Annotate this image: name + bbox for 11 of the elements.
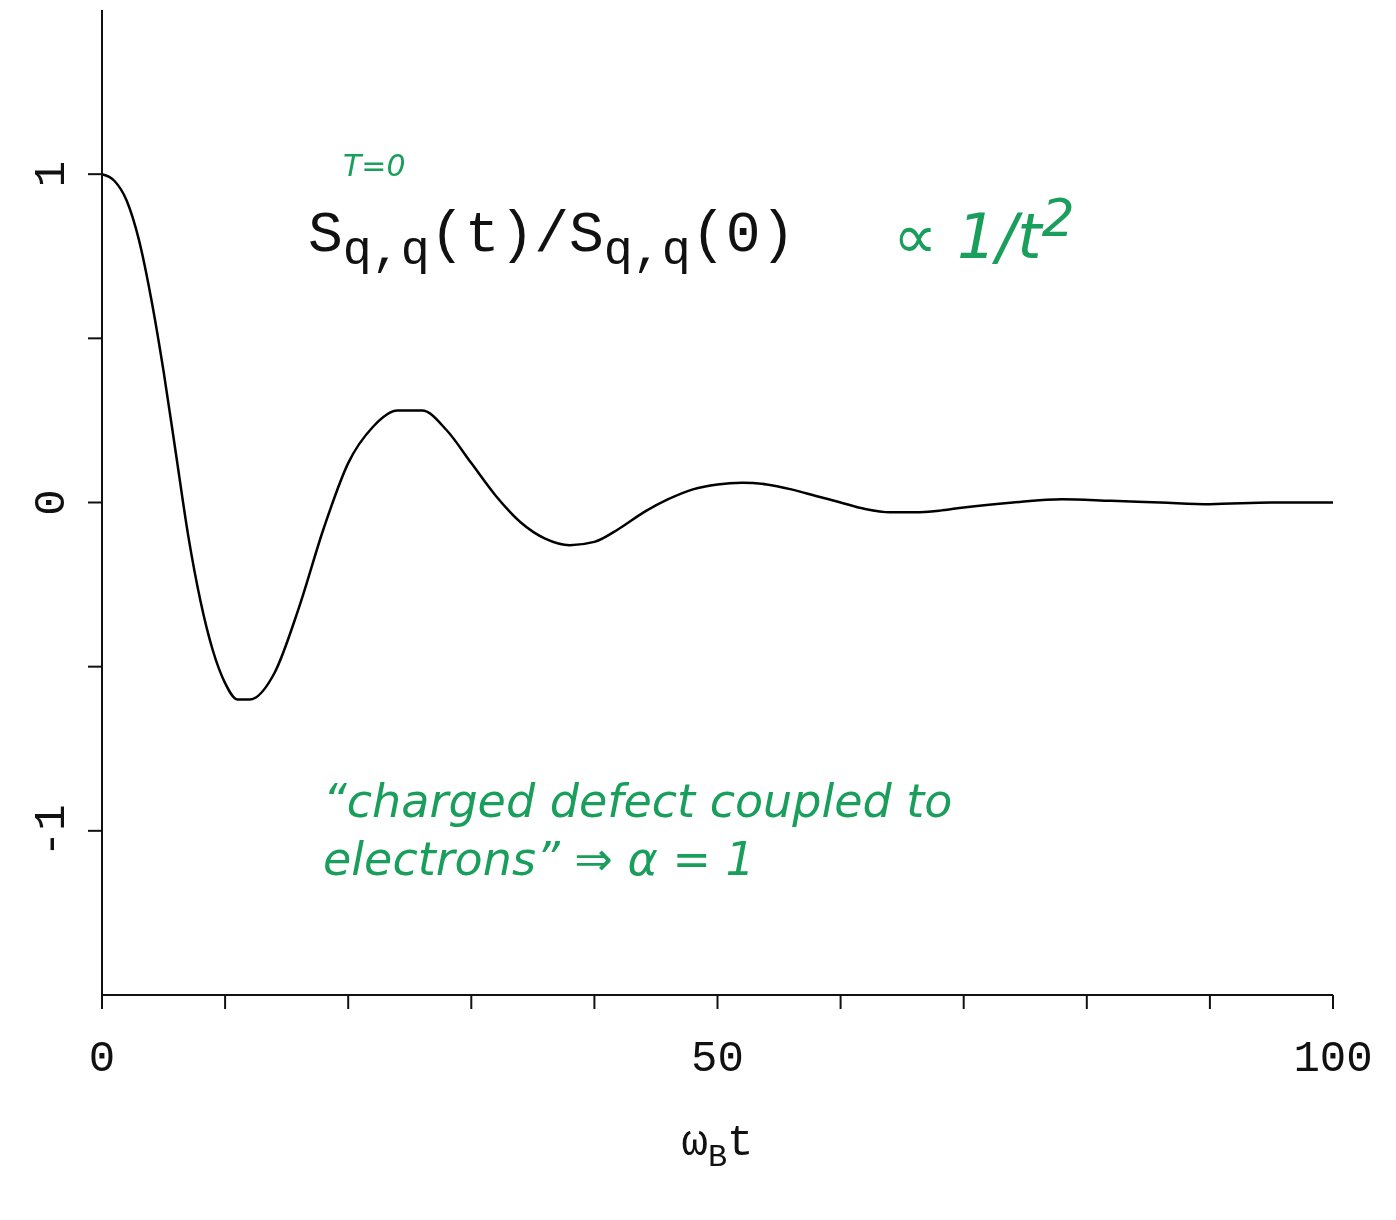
x-tick-label: 0 (88, 1034, 116, 1084)
annotation: T=0 (343, 148, 406, 183)
annotation: S$_{q,q}$(t)/S$_{q,q}$(0) (308, 203, 796, 279)
y-tick-label: 1 (27, 160, 77, 188)
annotation: ∝ 1/t$^{2}$ (893, 188, 1075, 273)
annotation: “charged defect coupled to electrons” ⇒ α = 1 (323, 773, 954, 888)
y-tick-label: -1 (27, 804, 77, 858)
x-axis-title: ω$_{B}$t (681, 1118, 754, 1177)
y-tick-label: 0 (27, 489, 77, 516)
x-tick-label: 100 (1293, 1034, 1373, 1084)
x-tick-label: 50 (691, 1034, 744, 1084)
